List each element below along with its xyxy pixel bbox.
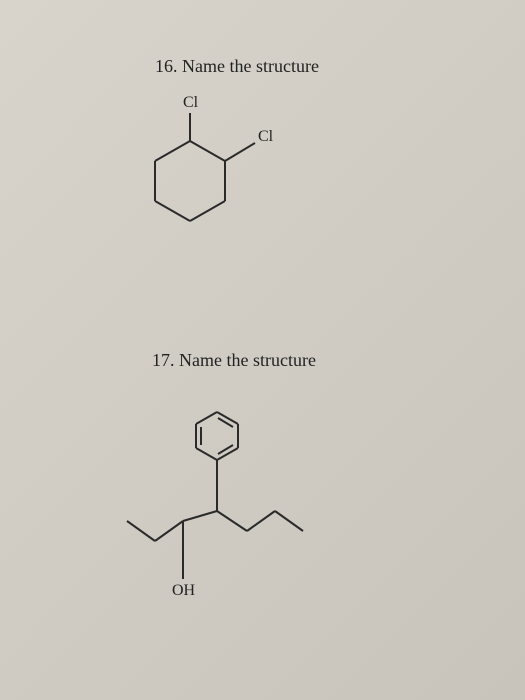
benzene-ring — [196, 412, 238, 460]
question-16-number: 16. — [155, 56, 178, 76]
question-17-diagram: OH — [97, 381, 327, 631]
question-17: 17. Name the structure — [152, 350, 327, 631]
question-17-prompt: Name the structure — [179, 350, 316, 370]
atom-oh: OH — [172, 582, 196, 599]
atom-cl-top: Cl — [183, 94, 199, 111]
question-16-prompt: Name the structure — [182, 56, 319, 76]
carbon-chain — [127, 511, 303, 541]
question-16-diagram: Cl Cl — [115, 81, 319, 271]
question-16-text: 16. Name the structure — [155, 56, 319, 77]
question-17-text: 17. Name the structure — [152, 350, 327, 371]
structure-16-svg: Cl Cl — [115, 81, 315, 271]
atom-cl-right: Cl — [258, 128, 274, 145]
question-17-number: 17. — [152, 350, 175, 370]
worksheet-page: 16. Name the structure Cl — [0, 0, 525, 700]
structure-17-svg: OH — [97, 381, 327, 631]
question-16: 16. Name the structure Cl — [155, 56, 319, 271]
cyclohexane-ring — [155, 141, 225, 221]
bond-to-cl-right — [225, 143, 255, 161]
